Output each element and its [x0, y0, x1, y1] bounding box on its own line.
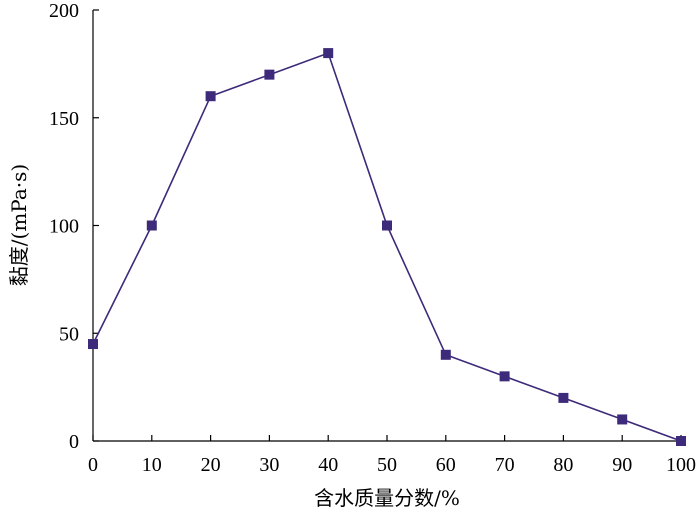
- data-point-marker: [558, 392, 569, 403]
- data-point-marker: [440, 349, 451, 360]
- y-tick-label: 0: [69, 431, 79, 453]
- y-tick-label: 200: [49, 0, 79, 22]
- x-tick-label: 70: [495, 454, 515, 476]
- data-point-marker: [205, 91, 216, 102]
- x-ticks: 0 10 20 30 40 50 60 70 80 90 100: [88, 435, 696, 476]
- y-axis-title: 黏度/(mPa·s): [7, 164, 31, 286]
- y-tick-label: 150: [49, 108, 79, 130]
- x-tick-label: 20: [201, 454, 221, 476]
- x-tick-label: 10: [142, 454, 162, 476]
- x-axis-title: 含水质量分数/%: [314, 486, 460, 510]
- x-tick-label: 60: [436, 454, 456, 476]
- data-point-marker: [382, 220, 392, 231]
- data-point-marker: [617, 414, 628, 425]
- x-tick-label: 90: [612, 454, 632, 476]
- x-tick-label: 50: [377, 454, 397, 476]
- data-point-marker: [264, 69, 275, 80]
- data-point-marker: [146, 220, 157, 231]
- data-point-marker: [88, 339, 98, 350]
- y-tick-label: 50: [59, 323, 79, 345]
- data-point-marker: [676, 436, 686, 446]
- x-tick-label: 100: [666, 454, 696, 476]
- series-line: [92, 52, 682, 442]
- series-group: [88, 48, 686, 446]
- y-tick-label: 100: [49, 216, 79, 238]
- data-point-marker: [323, 48, 334, 59]
- x-tick-label: 40: [318, 454, 338, 476]
- x-tick-label: 30: [259, 454, 279, 476]
- x-tick-label: 0: [88, 454, 98, 476]
- data-point-marker: [499, 371, 510, 382]
- x-tick-label: 80: [553, 454, 573, 476]
- y-ticks: 0 50 100 150 200: [49, 0, 99, 453]
